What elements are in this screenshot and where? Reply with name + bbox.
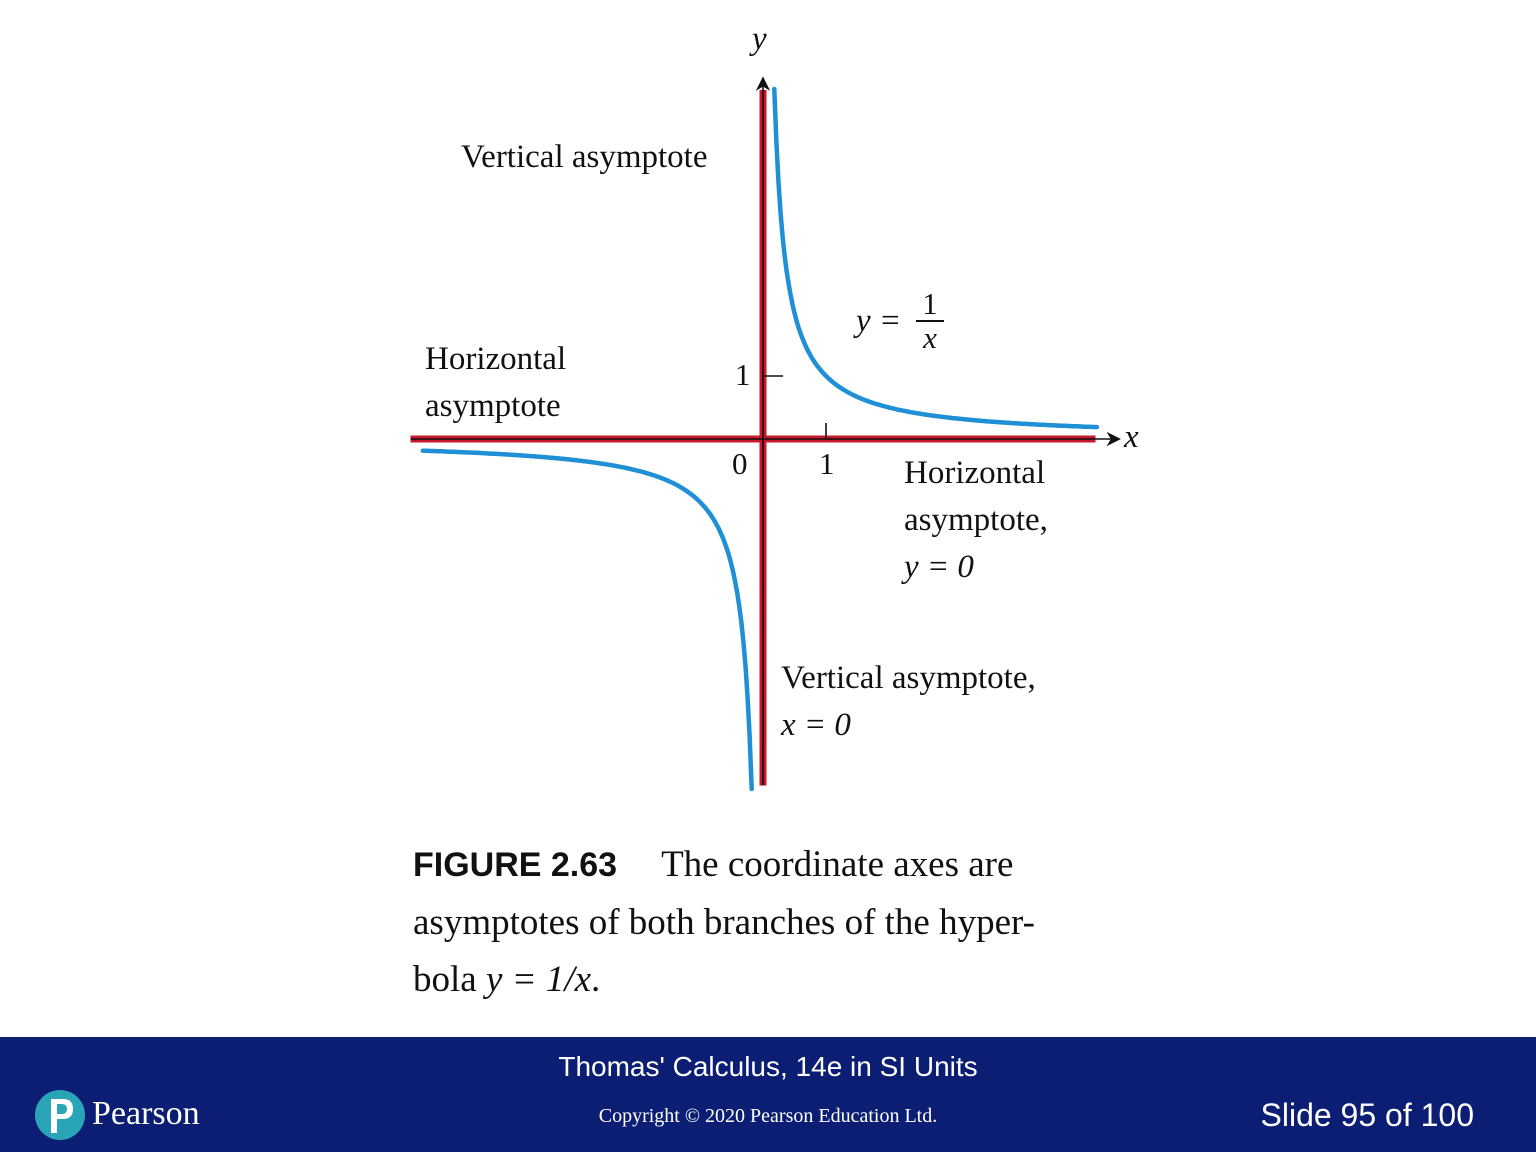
figure-caption: FIGURE 2.63 The coordinate axes are asymp… xyxy=(413,836,1173,1008)
origin-tick-label: 0 xyxy=(732,446,748,481)
caption-line-1: FIGURE 2.63 The coordinate axes are xyxy=(413,836,1173,894)
x-axis-label: x xyxy=(1124,419,1139,455)
vertical-asymptote-label-top: Vertical asymptote xyxy=(461,139,708,175)
right-branch-curve xyxy=(772,86,1100,430)
left-branch-curve xyxy=(420,448,754,792)
equation-fraction: 1 x xyxy=(914,288,946,353)
caption-period: . xyxy=(591,959,601,1000)
slide-footer: Thomas' Calculus, 14e in SI Units Copyri… xyxy=(0,1037,1536,1152)
horizontal-left-line-2: asymptote xyxy=(425,388,561,424)
horizontal-right-line-2: asymptote, xyxy=(904,502,1048,538)
book-title: Thomas' Calculus, 14e in SI Units xyxy=(558,1051,978,1082)
horizontal-left-line-1: Horizontal xyxy=(425,341,567,377)
y-tick-label: 1 xyxy=(735,357,751,392)
caption-text-3: bola xyxy=(413,959,477,1000)
vertical-asymptote-label-bottom: Vertical asymptote, x = 0 xyxy=(781,655,1036,749)
figure-number: FIGURE 2.63 xyxy=(413,846,618,884)
plot-area xyxy=(410,76,1121,792)
equation-label: y = xyxy=(856,303,902,339)
x-tick-label: 1 xyxy=(819,446,835,481)
pearson-logo-icon xyxy=(35,1090,85,1140)
equation-numerator: 1 xyxy=(922,286,938,321)
horizontal-right-line-3: y = 0 xyxy=(904,549,974,585)
caption-math: y = 1/x xyxy=(485,959,592,1000)
fraction-bar xyxy=(916,320,944,322)
copyright-text: Copyright © 2020 Pearson Education Ltd. xyxy=(598,1105,938,1127)
caption-line-2: asymptotes of both branches of the hyper… xyxy=(413,902,1035,943)
pearson-brand: Pearson xyxy=(92,1095,200,1132)
horizontal-asymptote-label-right: Horizontal asymptote, y = 0 xyxy=(904,450,1048,591)
slide-number: Slide 95 of 100 xyxy=(1260,1097,1475,1133)
caption-line-3: bola y = 1/x. xyxy=(413,951,1173,1008)
vertical-bottom-line-1: Vertical asymptote, xyxy=(781,660,1036,696)
y-axis-label: y xyxy=(752,21,767,57)
horizontal-right-line-1: Horizontal xyxy=(904,455,1046,491)
vertical-bottom-line-2: x = 0 xyxy=(781,707,851,743)
equation-denominator: x xyxy=(923,320,937,355)
hyperbola-figure: y x 0 1 1 Vertical asymptote Horizontal … xyxy=(410,21,1139,792)
horizontal-asymptote-label-left: Horizontal asymptote xyxy=(425,336,566,430)
caption-text-1: The coordinate axes are xyxy=(661,844,1014,885)
